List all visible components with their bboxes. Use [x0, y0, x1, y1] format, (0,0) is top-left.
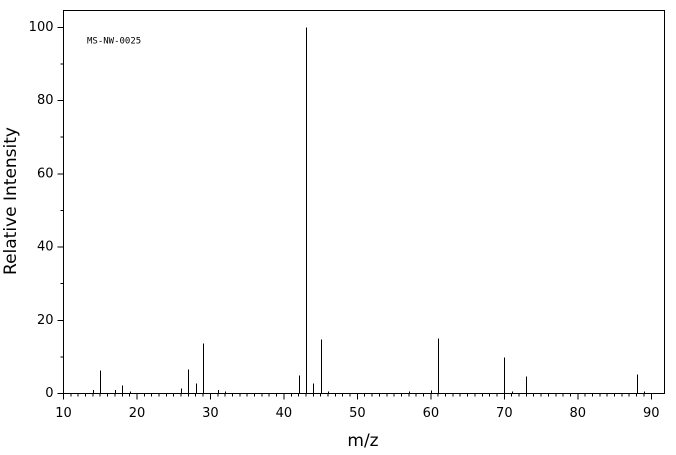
y-tick-label: 40: [37, 240, 54, 255]
y-tick-label: 60: [37, 166, 54, 181]
x-tick-label: 60: [423, 406, 440, 421]
x-tick-label: 80: [570, 406, 587, 421]
x-tick-label: 90: [643, 406, 660, 421]
x-tick-label: 40: [276, 406, 293, 421]
plot-frame: [63, 10, 665, 394]
y-tick-label: 80: [37, 93, 54, 108]
y-tick-label: 100: [29, 20, 54, 35]
x-axis-title: m/z: [347, 431, 378, 451]
x-tick-label: 20: [129, 406, 146, 421]
y-tick-label: 0: [45, 386, 53, 401]
x-tick-label: 30: [202, 406, 219, 421]
x-tick-label: 10: [55, 406, 72, 421]
x-tick-label: 50: [349, 406, 366, 421]
y-axis-title: Relative Intensity: [1, 127, 21, 275]
x-tick-label: 70: [496, 406, 513, 421]
annotation: MS-NW-0025: [87, 37, 141, 47]
y-tick-label: 20: [37, 313, 54, 328]
